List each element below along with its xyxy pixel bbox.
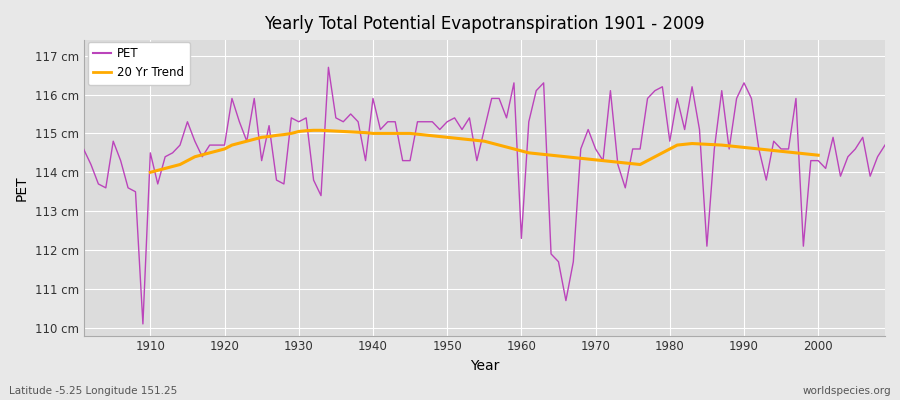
X-axis label: Year: Year: [470, 359, 499, 373]
Text: Latitude -5.25 Longitude 151.25: Latitude -5.25 Longitude 151.25: [9, 386, 177, 396]
Legend: PET, 20 Yr Trend: PET, 20 Yr Trend: [87, 42, 190, 85]
Y-axis label: PET: PET: [15, 175, 29, 201]
Text: worldspecies.org: worldspecies.org: [803, 386, 891, 396]
Title: Yearly Total Potential Evapotranspiration 1901 - 2009: Yearly Total Potential Evapotranspiratio…: [264, 15, 705, 33]
